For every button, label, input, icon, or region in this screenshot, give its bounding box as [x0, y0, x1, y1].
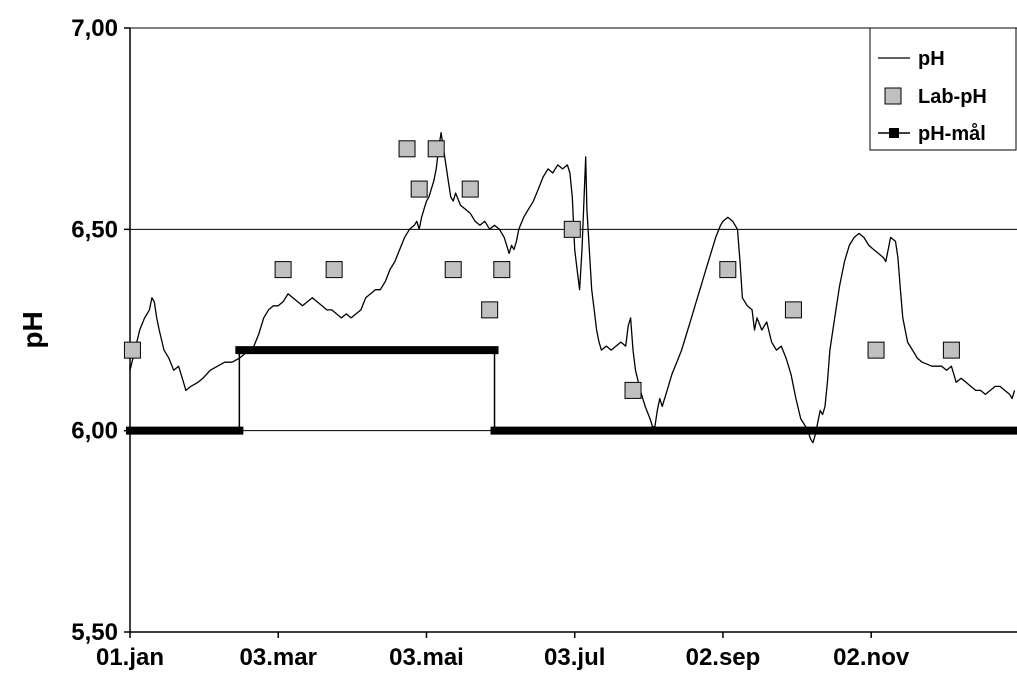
legend-ph-maal-swatch-marker	[889, 128, 899, 138]
lab-ph-marker	[493, 261, 511, 279]
lab-ph-marker	[461, 180, 479, 198]
tick-labels: 5,50 6,00 6,50 7,00 01.jan 03.mar 03.mai 03.jul…	[71, 15, 910, 671]
lab-ph-marker	[427, 140, 445, 158]
x-tick-label: 03.mai	[389, 644, 464, 671]
legend: pH Lab-pH pH-mål	[869, 27, 1017, 151]
lab-ph-marker	[274, 261, 292, 279]
lab-ph-marker	[942, 341, 960, 359]
legend-label: pH-mål	[918, 122, 986, 145]
series-ph-maal-step	[238, 350, 496, 431]
lab-ph-marker	[123, 341, 141, 359]
y-tick-label: 7,00	[71, 15, 118, 42]
axes	[124, 27, 1017, 638]
lab-ph-marker	[481, 301, 499, 319]
legend-label: pH	[918, 48, 945, 70]
series-ph-line	[129, 132, 1016, 444]
lab-ph-marker	[624, 381, 642, 399]
legend-label: Lab-pH	[918, 86, 987, 108]
y-tick-label: 6,50	[71, 216, 118, 243]
lab-ph-marker	[325, 261, 343, 279]
legend-lab-ph-swatch	[884, 87, 902, 105]
x-tick-label: 02.nov	[833, 644, 910, 671]
lab-ph-marker	[398, 140, 416, 158]
lab-ph-marker	[410, 180, 428, 198]
lab-ph-marker	[784, 301, 802, 319]
x-tick-label: 03.mar	[240, 644, 317, 671]
y-tick-label: 5,50	[71, 619, 118, 646]
series	[123, 132, 1017, 444]
lab-ph-marker	[563, 220, 581, 238]
lab-ph-marker	[719, 261, 737, 279]
x-tick-label: 01.jan	[96, 644, 164, 671]
series-ph-maal-line	[126, 346, 1017, 435]
y-tick-label: 6,00	[71, 418, 118, 445]
lab-ph-marker	[444, 261, 462, 279]
y-axis-label: pH	[17, 311, 48, 348]
x-tick-label: 03.jul	[544, 644, 605, 671]
x-tick-label: 02.sep	[686, 644, 761, 671]
lab-ph-marker	[867, 341, 885, 359]
